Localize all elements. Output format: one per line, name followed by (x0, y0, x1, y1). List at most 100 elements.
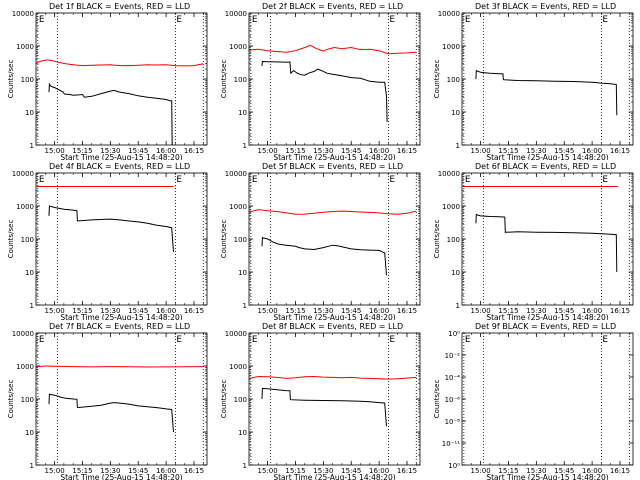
y-tick-label: 1000 (229, 43, 247, 51)
x-tick-label: 16:15 (397, 307, 417, 315)
y-tick-label: 1 (30, 302, 34, 310)
x-tick-label: 15:00 (44, 467, 64, 475)
y-tick-label: 1000 (16, 363, 34, 371)
x-tick-label: 15:15 (285, 147, 305, 155)
y-tick-label: 10000 (225, 170, 247, 178)
plot-frame (461, 172, 634, 306)
y-tick-label: 100 (447, 236, 460, 244)
events-series-line (48, 82, 173, 146)
x-tick-label: 15:15 (498, 467, 518, 475)
x-tick-label: 15:45 (128, 307, 148, 315)
x-tick-label: 15:30 (313, 307, 333, 315)
x-tick-label: 15:15 (285, 307, 305, 315)
x-tick-label: 16:15 (184, 147, 204, 155)
y-tick-label: 10⁻² (445, 352, 461, 360)
x-tick-label: 15:45 (554, 147, 574, 155)
x-tick-label: 15:45 (554, 467, 574, 475)
plot-frame (35, 172, 208, 306)
y-tick-label: 10000 (12, 330, 34, 338)
y-tick-label: 10⁻⁶ (445, 396, 461, 404)
chart-det1f: Det 1f BLACK = Events, RED = LLD E E 1 10 100… (7, 2, 208, 160)
x-axis-label: Start Time (25-Aug-15 14:48:20) (486, 153, 608, 160)
chart-det7f: Det 7f BLACK = Events, RED = LLD E E 1 10 100… (7, 322, 208, 480)
y-tick-label: 10 (25, 429, 34, 437)
marker-label: E (389, 175, 395, 185)
x-tick-label: 15:00 (470, 147, 490, 155)
chart-det2f: Det 2f BLACK = Events, RED = LLD E E 1 10 100… (220, 2, 421, 160)
y-tick-label: 10 (25, 269, 34, 277)
chart-title: Det 8f BLACK = Events, RED = LLD (262, 322, 403, 331)
marker-label: E (252, 175, 258, 185)
x-tick-label: 16:00 (156, 307, 176, 315)
marker-label: E (176, 335, 182, 345)
x-tick-label: 15:00 (44, 307, 64, 315)
x-tick-label: 15:15 (72, 307, 92, 315)
plot-frame (461, 332, 634, 466)
chart-det6f: Det 6f BLACK = Events, RED = LLD E E 1 10 100… (433, 162, 634, 320)
x-tick-label: 16:00 (582, 307, 602, 315)
y-tick-label: 10⁻⁴ (445, 374, 461, 382)
y-tick-label: 100 (234, 396, 247, 404)
x-tick-label: 15:30 (526, 467, 546, 475)
y-tick-label: 10000 (438, 170, 460, 178)
x-tick-label: 16:15 (610, 147, 630, 155)
x-axis-label: Start Time (25-Aug-15 14:48:20) (486, 473, 608, 480)
events-series-line (475, 213, 618, 273)
y-tick-label: 1000 (442, 203, 460, 211)
y-tick-label: 1 (243, 142, 247, 150)
marker-label: E (465, 335, 471, 345)
y-tick-label: 10⁰ (448, 462, 460, 470)
y-tick-label: 1 (30, 142, 34, 150)
y-tick-label: 100 (234, 236, 247, 244)
x-tick-label: 15:45 (341, 147, 361, 155)
x-tick-label: 15:15 (72, 147, 92, 155)
x-tick-label: 15:00 (257, 467, 277, 475)
x-tick-label: 16:15 (397, 147, 417, 155)
x-tick-label: 16:00 (156, 467, 176, 475)
x-tick-label: 15:30 (313, 147, 333, 155)
events-series-line (261, 387, 387, 427)
chart-det8f: Det 8f BLACK = Events, RED = LLD E E 1 10 100… (220, 322, 421, 480)
y-tick-label: 10 (25, 109, 34, 117)
chart-det5f: Det 5f BLACK = Events, RED = LLD E E 1 10 100… (220, 162, 421, 320)
y-tick-label: 100 (21, 76, 34, 84)
y-tick-label: 100 (234, 76, 247, 84)
y-tick-label: 10000 (225, 10, 247, 18)
y-axis-label: Counts/sec (7, 60, 15, 99)
x-tick-label: 15:00 (257, 307, 277, 315)
lld-series-line (35, 59, 204, 67)
marker-label: E (602, 175, 608, 185)
x-axis-label: Start Time (25-Aug-15 14:48:20) (60, 473, 182, 480)
chart-title: Det 7f BLACK = Events, RED = LLD (49, 322, 190, 331)
y-axis-label: Counts/sec (7, 380, 15, 419)
x-axis-label: Start Time (25-Aug-15 14:48:20) (273, 153, 395, 160)
x-tick-label: 15:15 (498, 147, 518, 155)
y-tick-label: 1000 (229, 203, 247, 211)
chart-title: Det 6f BLACK = Events, RED = LLD (475, 162, 616, 171)
y-tick-label: 1 (456, 142, 460, 150)
x-tick-label: 16:00 (369, 467, 389, 475)
chart-title: Det 9f BLACK = Events, RED = LLD (475, 322, 616, 331)
plot-frame (35, 332, 208, 466)
x-tick-label: 15:45 (341, 467, 361, 475)
lld-series-line (248, 375, 417, 380)
lld-series-line (248, 209, 417, 215)
y-axis-label: Counts/sec (220, 220, 228, 259)
marker-label: E (602, 335, 608, 345)
chart-det3f: Det 3f BLACK = Events, RED = LLD E E 1 10 100… (433, 2, 634, 160)
x-tick-label: 15:30 (526, 307, 546, 315)
x-tick-label: 15:45 (128, 147, 148, 155)
x-tick-label: 16:15 (397, 467, 417, 475)
x-tick-label: 15:30 (526, 147, 546, 155)
events-series-line (261, 60, 388, 122)
y-tick-label: 100 (21, 396, 34, 404)
y-tick-label: 10⁰ (448, 330, 460, 338)
x-tick-label: 15:15 (72, 467, 92, 475)
marker-label: E (602, 15, 608, 25)
plot-frame (248, 332, 421, 466)
x-tick-label: 15:45 (554, 307, 574, 315)
chart-det4f: Det 4f BLACK = Events, RED = LLD E E 1 10 100… (7, 162, 208, 320)
y-axis-label: Counts/sec (220, 380, 228, 419)
x-tick-label: 15:15 (498, 307, 518, 315)
